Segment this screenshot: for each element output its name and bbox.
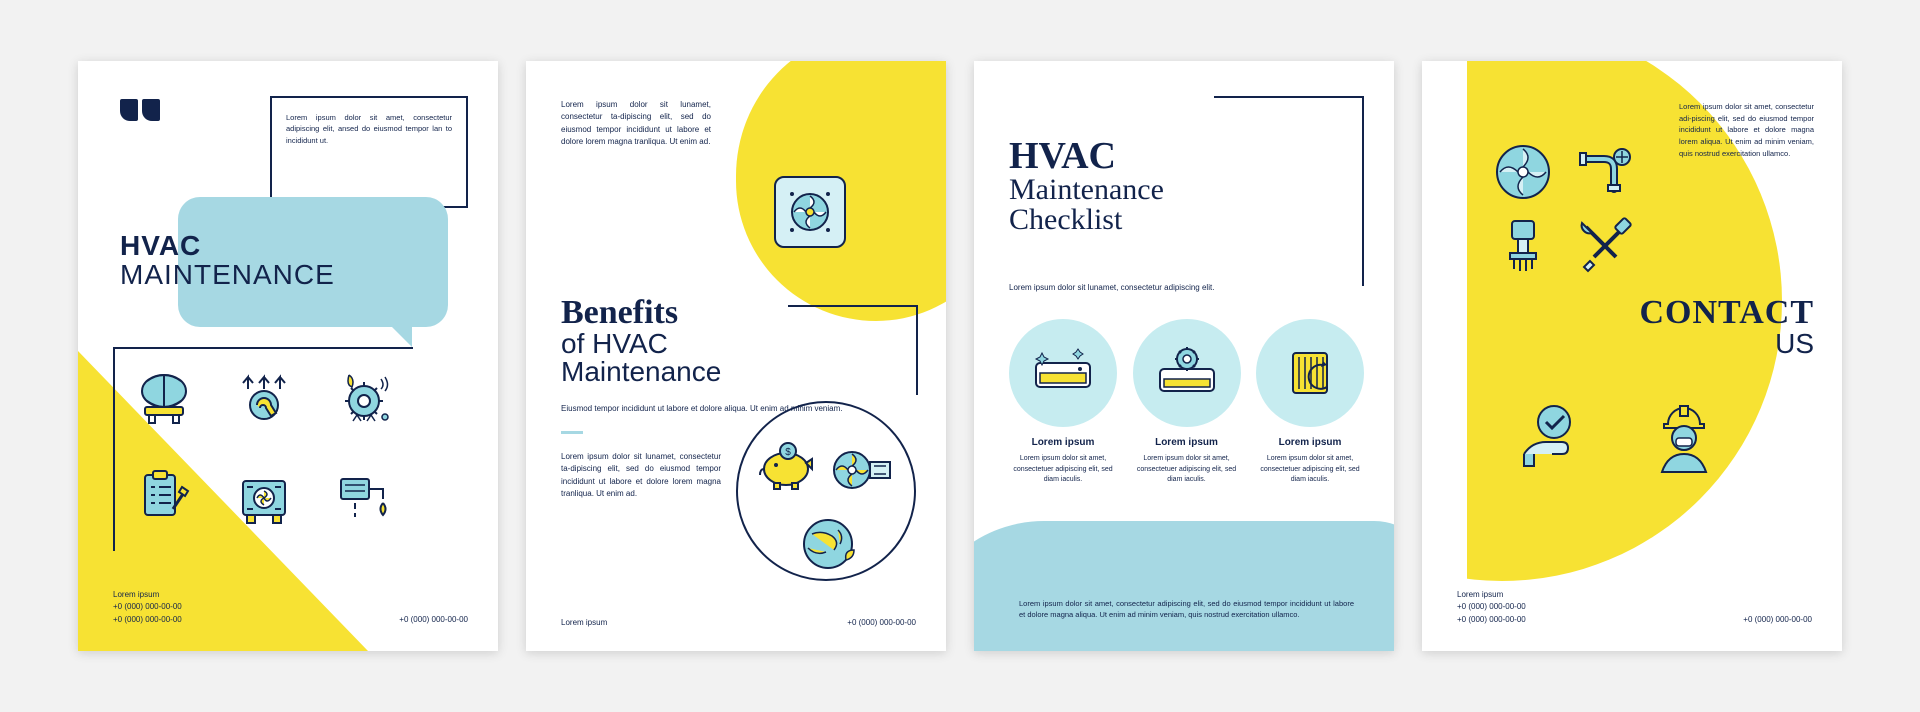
hand-check-icon <box>1512 396 1596 480</box>
quote-mark-icon <box>120 99 160 121</box>
globe-leaf-icon <box>798 514 858 579</box>
title-l1: HVAC <box>1009 135 1116 177</box>
checklist-item: Lorem ipsum Lorem ipsum dolor sit amet, … <box>1133 319 1241 486</box>
title-line3: Maintenance <box>561 356 721 387</box>
panel-checklist: HVAC Maintenance Checklist Lorem ipsum d… <box>974 61 1394 651</box>
footer-label: Lorem ipsum <box>113 589 182 602</box>
arrows-wrench-icon <box>225 359 303 437</box>
footer-phone: +0 (000) 000-00-00 <box>113 601 182 614</box>
icon-grid <box>113 347 413 551</box>
checklist-icon <box>125 459 203 537</box>
panel-benefits: Lorem ipsum dolor sit lunamet, consectet… <box>526 61 946 651</box>
corner-rule <box>788 305 918 395</box>
checklist-items: Lorem ipsum Lorem ipsum dolor sit amet, … <box>1009 319 1364 486</box>
accent-dash <box>561 431 583 434</box>
cyan-blob-shape <box>974 521 1394 651</box>
item-text: Lorem ipsum dolor sit amet, consectetuer… <box>1009 454 1117 486</box>
white-cut-shape <box>1422 61 1467 651</box>
panel4-footer: Lorem ipsum +0 (000) 000-00-00 +0 (000) … <box>1457 589 1812 627</box>
checklist-item: Lorem ipsum Lorem ipsum dolor sit amet, … <box>1256 319 1364 486</box>
fan-icon <box>1492 141 1564 209</box>
svg-text:$: $ <box>785 447 791 458</box>
panel4-title: CONTACT US <box>1640 296 1815 358</box>
title-l2: Maintenance <box>1009 173 1164 206</box>
unit-sparkle-icon <box>1009 319 1117 427</box>
panel2-footer: Lorem ipsum +0 (000) 000-00-00 <box>561 618 916 627</box>
worker-icon <box>1642 396 1726 480</box>
filter-refresh-icon <box>1256 319 1364 427</box>
item-label: Lorem ipsum <box>1256 437 1364 448</box>
drip-icon <box>325 459 403 537</box>
title-line2: of HVAC <box>561 328 668 359</box>
footer-phone: +0 (000) 000-00-00 <box>1457 601 1526 614</box>
icon-grid <box>1492 141 1646 283</box>
title-bold: Benefits <box>561 294 678 331</box>
panel-contact: Lorem ipsum dolor sit amet, consectetur … <box>1422 61 1842 651</box>
bottom-icons <box>1512 396 1726 480</box>
pipe-icon <box>1574 141 1646 209</box>
ac-unit-icon <box>225 459 303 537</box>
tank-icon <box>125 359 203 437</box>
footer-phone: +0 (000) 000-00-00 <box>1457 614 1526 627</box>
title-line2: US <box>1775 328 1814 359</box>
footer-phone: +0 (000) 000-00-00 <box>847 618 916 627</box>
flame-gear-icon <box>325 359 403 437</box>
item-label: Lorem ipsum <box>1009 437 1117 448</box>
footer-phone: +0 (000) 000-00-00 <box>1743 614 1812 627</box>
blob-text: Lorem ipsum dolor sit amet, consectetur … <box>1019 598 1354 621</box>
unit-gear-icon <box>1133 319 1241 427</box>
checklist-item: Lorem ipsum Lorem ipsum dolor sit amet, … <box>1009 319 1117 486</box>
panel-hvac-maintenance: Lorem ipsum dolor sit amet, consectetur … <box>78 61 498 651</box>
fan-pipe-icon <box>830 442 894 503</box>
brush-icon <box>1492 215 1564 283</box>
fan-box-icon <box>774 176 846 248</box>
panel1-footer: Lorem ipsum +0 (000) 000-00-00 +0 (000) … <box>113 589 468 627</box>
piggy-icon: $ <box>758 441 818 496</box>
footer-label: Lorem ipsum <box>561 618 607 627</box>
panel3-title: HVAC Maintenance Checklist <box>1009 137 1164 235</box>
corner-rule <box>1214 96 1364 286</box>
footer-phone: +0 (000) 000-00-00 <box>113 614 182 627</box>
panel1-title: HVAC MAINTENANCE <box>120 231 335 290</box>
intro-text: Lorem ipsum dolor sit amet, consectetur … <box>1679 101 1814 159</box>
title-line2: MAINTENANCE <box>120 259 335 290</box>
title-bold: CONTACT <box>1640 294 1815 331</box>
item-label: Lorem ipsum <box>1133 437 1241 448</box>
lower-text: Lorem ipsum dolor sit lunamet, consectet… <box>561 451 721 501</box>
subtitle: Lorem ipsum dolor sit lunamet, consectet… <box>1009 283 1359 292</box>
footer-label: Lorem ipsum <box>1457 589 1526 602</box>
wrench-screwdriver-icon <box>1574 215 1646 283</box>
item-text: Lorem ipsum dolor sit amet, consectetuer… <box>1133 454 1241 486</box>
intro-box: Lorem ipsum dolor sit amet, consectetur … <box>270 96 468 208</box>
intro-text: Lorem ipsum dolor sit lunamet, consectet… <box>561 99 711 149</box>
title-l3: Checklist <box>1009 203 1122 236</box>
footer-phone: +0 (000) 000-00-00 <box>399 614 468 627</box>
panel2-title: Benefits of HVAC Maintenance <box>561 296 721 386</box>
item-text: Lorem ipsum dolor sit amet, consectetuer… <box>1256 454 1364 486</box>
title-line1: HVAC <box>120 230 201 261</box>
